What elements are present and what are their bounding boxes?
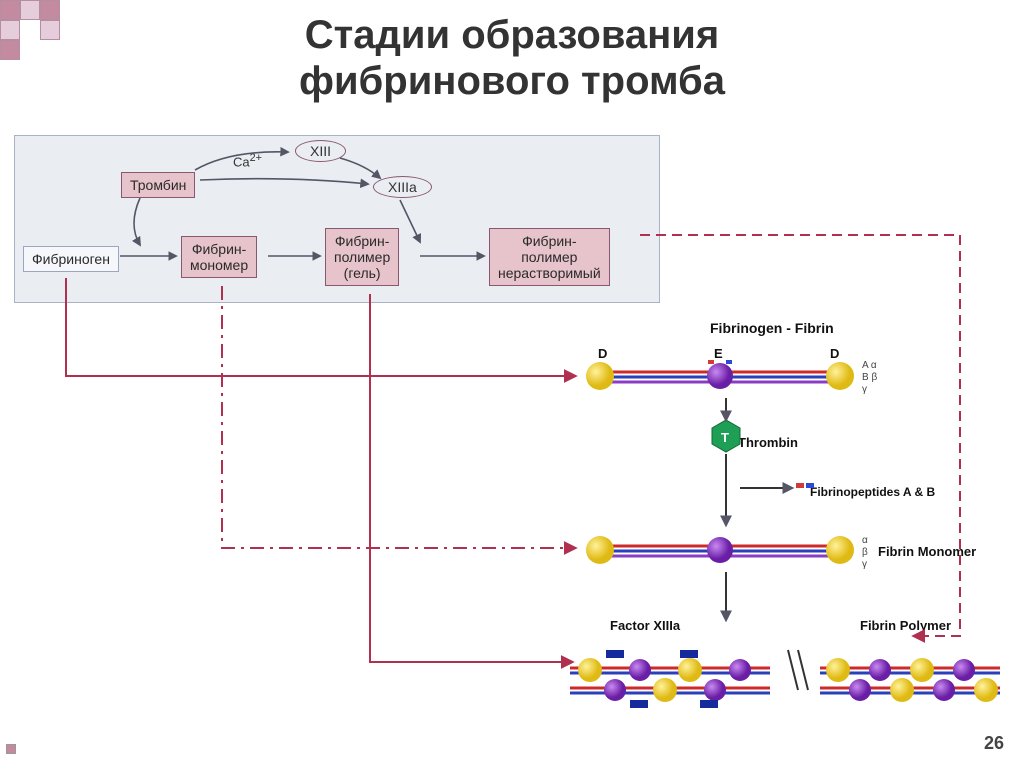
molecular-diagram: Fibrinogen - Fibrin D E D A α B β γ Thro… — [540, 320, 1010, 740]
box-fibrin-monomer: Фибрин-мономер — [181, 236, 257, 278]
label-ca2plus: Ca2+ — [233, 152, 262, 169]
oval-xiiia: XIIIa — [373, 176, 432, 198]
lbl-beta2: β — [862, 547, 868, 558]
lbl-D-left: D — [598, 346, 607, 361]
mol-header: Fibrinogen - Fibrin — [710, 320, 834, 336]
flowchart-panel: Тромбин Ca2+ XIII XIIIa Фибриноген Фибри… — [14, 135, 660, 303]
box-thrombin: Тромбин — [121, 172, 195, 198]
fibrinopeptides-label: Fibrinopeptides A & B — [810, 485, 935, 499]
monomer-label: Fibrin Monomer — [878, 544, 976, 559]
box-fibrin-polymer-gel: Фибрин-полимер(гель) — [325, 228, 399, 286]
lbl-alpha2: α — [862, 535, 868, 546]
oval-xiii: XIII — [295, 140, 346, 162]
page-number: 26 — [984, 733, 1004, 754]
lbl-D-right: D — [830, 346, 839, 361]
title-line1: Стадии образования — [305, 13, 719, 57]
lbl-Bb: B β — [862, 372, 877, 383]
box-fibrinogen: Фибриноген — [23, 246, 119, 272]
polymer-label: Fibrin Polymer — [860, 618, 951, 633]
lbl-gamma: γ — [862, 384, 867, 395]
footer-bullet — [6, 744, 16, 754]
page-title: Стадии образования фибринового тромба — [0, 12, 1024, 104]
lbl-E: E — [714, 346, 723, 361]
lbl-gamma2: γ — [862, 559, 867, 570]
box-fibrin-insoluble: Фибрин-полимернерастворимый — [489, 228, 610, 286]
lbl-Aa: A α — [862, 360, 877, 371]
thrombin-label: Thrombin — [738, 435, 798, 450]
title-line2: фибринового тромба — [299, 59, 725, 103]
factor-label: Factor XIIIa — [610, 618, 680, 633]
